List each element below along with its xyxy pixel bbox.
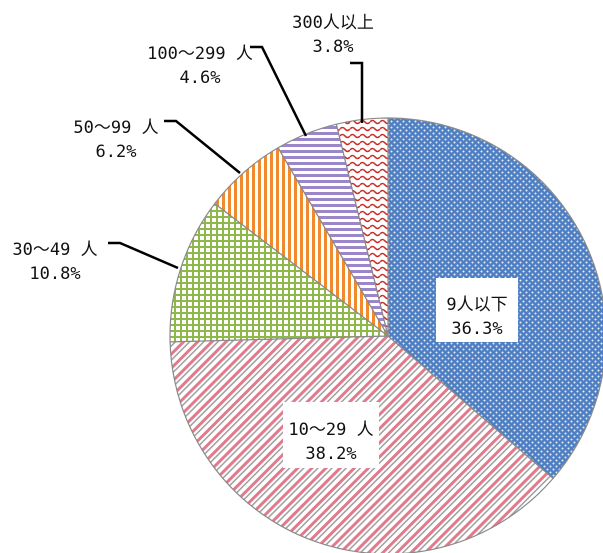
- slice-category-label-6: 300人以上: [292, 13, 374, 33]
- leader-line-6: [350, 61, 364, 123]
- slice-value-label-1: 36.3%: [451, 319, 502, 339]
- slice-category-label-2: 10～29 人: [288, 420, 373, 440]
- slice-category-label-5: 100～299 人: [147, 44, 253, 64]
- slice-value-label-6: 3.8%: [313, 37, 354, 57]
- leader-line-5: [250, 45, 308, 137]
- slice-category-label-3: 30～49 人: [12, 240, 97, 260]
- pie-slices: [169, 117, 603, 553]
- slice-category-label-1: 9人以下: [446, 295, 507, 315]
- leader-line-3: [108, 241, 179, 270]
- slice-value-label-4: 6.2%: [96, 142, 137, 162]
- slice-value-label-2: 38.2%: [305, 444, 356, 464]
- slice-label-box-2: [283, 402, 379, 468]
- slice-labels: 9人以下 36.3% 10～29 人 38.2% 30～49 人 10.8% 50～99 人…: [12, 13, 518, 468]
- slice-value-label-5: 4.6%: [180, 68, 221, 88]
- leader-line-4: [164, 119, 241, 174]
- slice-label-box-1: [436, 278, 518, 342]
- slice-value-label-3: 10.8%: [29, 264, 80, 284]
- leader-lines: [108, 45, 364, 270]
- slice-category-label-4: 50～99 人: [73, 118, 158, 138]
- pie-slice-3: [169, 202, 390, 343]
